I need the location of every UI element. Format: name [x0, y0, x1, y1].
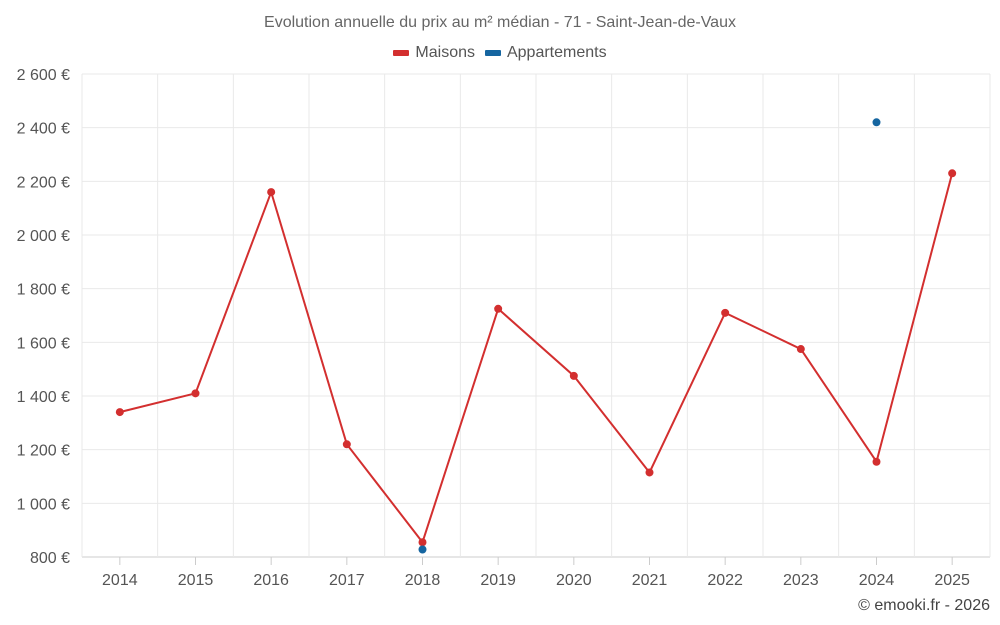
data-point-maisons — [721, 308, 730, 317]
y-tick-label: 2 400 € — [17, 121, 70, 138]
data-point-maisons — [267, 188, 276, 197]
x-tick-label: 2014 — [102, 572, 138, 589]
x-tick-label: 2015 — [178, 572, 214, 589]
legend-label-appartements: Appartements — [506, 44, 607, 61]
data-point-maisons — [569, 371, 578, 380]
data-point-appartements — [872, 118, 881, 127]
y-tick-label: 800 € — [30, 550, 70, 567]
data-point-maisons — [418, 538, 427, 547]
data-point-maisons — [645, 468, 654, 477]
x-tick-label: 2023 — [783, 572, 819, 589]
data-point-maisons — [948, 169, 957, 178]
x-tick-label: 2019 — [480, 572, 516, 589]
data-point-maisons — [872, 457, 881, 466]
x-tick-label: 2025 — [934, 572, 970, 589]
x-tick-label: 2024 — [859, 572, 895, 589]
y-tick-label: 1 600 € — [17, 335, 70, 352]
y-tick-label: 1 400 € — [17, 389, 70, 406]
x-tick-label: 2017 — [329, 572, 365, 589]
y-tick-label: 1 800 € — [17, 282, 70, 299]
legend-label-maisons: Maisons — [415, 44, 475, 61]
legend-swatch-appartements — [484, 50, 501, 56]
chart-title: Evolution annuelle du prix au m² médian … — [264, 14, 736, 31]
y-tick-label: 2 600 € — [17, 67, 70, 84]
y-tick-label: 1 200 € — [17, 443, 70, 460]
legend: Maisons Appartements — [0, 44, 1000, 62]
x-tick-label: 2016 — [253, 572, 289, 589]
y-tick-label: 2 000 € — [17, 228, 70, 245]
legend-item-maisons[interactable]: Maisons — [393, 44, 475, 62]
credit-text: © emooki.fr - 2026 — [858, 597, 990, 614]
legend-item-appartements[interactable]: Appartements — [484, 44, 607, 62]
data-point-appartements — [418, 545, 427, 554]
y-tick-label: 1 000 € — [17, 496, 70, 513]
data-point-maisons — [342, 440, 351, 449]
x-tick-label: 2021 — [632, 572, 668, 589]
legend-swatch-maisons — [393, 50, 410, 56]
y-tick-label: 2 200 € — [17, 174, 70, 191]
x-tick-label: 2018 — [405, 572, 441, 589]
x-tick-label: 2020 — [556, 572, 592, 589]
data-point-maisons — [191, 389, 200, 398]
x-tick-label: 2022 — [707, 572, 743, 589]
series-line-maisons — [119, 173, 954, 545]
data-point-maisons — [115, 408, 124, 417]
data-point-maisons — [494, 304, 503, 313]
data-point-maisons — [796, 345, 805, 354]
